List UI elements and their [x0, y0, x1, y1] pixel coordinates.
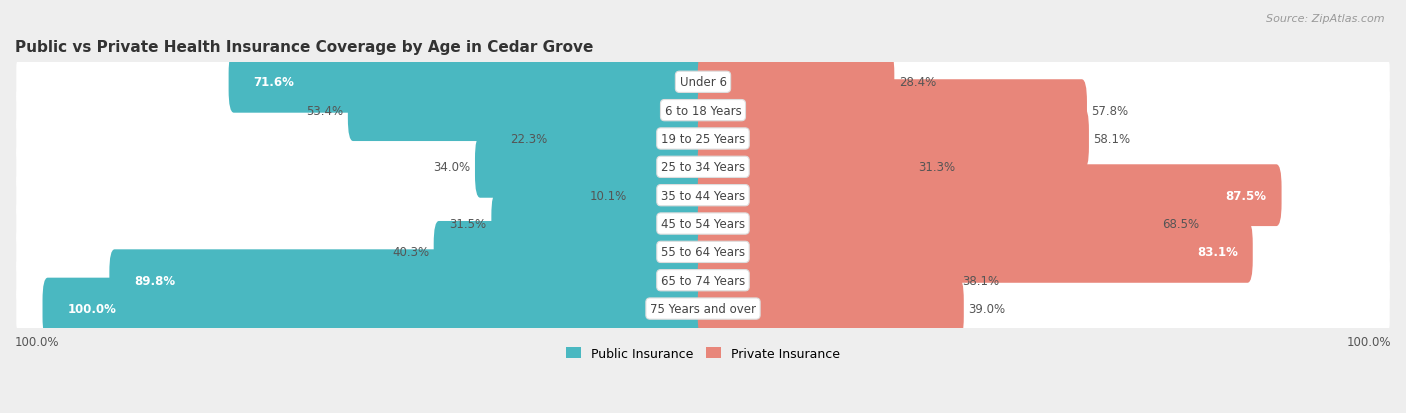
Text: 83.1%: 83.1% — [1197, 246, 1237, 259]
Text: 39.0%: 39.0% — [969, 302, 1005, 315]
Text: 100.0%: 100.0% — [15, 335, 59, 348]
Text: 25 to 34 Years: 25 to 34 Years — [661, 161, 745, 174]
FancyBboxPatch shape — [17, 287, 1389, 331]
FancyBboxPatch shape — [110, 250, 709, 311]
Text: 57.8%: 57.8% — [1091, 104, 1129, 117]
FancyBboxPatch shape — [631, 165, 709, 226]
Text: 34.0%: 34.0% — [433, 161, 471, 174]
FancyBboxPatch shape — [697, 52, 894, 114]
Text: Public vs Private Health Insurance Coverage by Age in Cedar Grove: Public vs Private Health Insurance Cover… — [15, 40, 593, 55]
Text: 55 to 64 Years: 55 to 64 Years — [661, 246, 745, 259]
FancyBboxPatch shape — [229, 52, 709, 114]
Text: Source: ZipAtlas.com: Source: ZipAtlas.com — [1267, 14, 1385, 24]
Text: 87.5%: 87.5% — [1226, 189, 1267, 202]
FancyBboxPatch shape — [17, 117, 1389, 161]
Text: 53.4%: 53.4% — [307, 104, 343, 117]
Text: 35 to 44 Years: 35 to 44 Years — [661, 189, 745, 202]
FancyBboxPatch shape — [433, 221, 709, 283]
FancyBboxPatch shape — [17, 259, 1389, 303]
Text: 58.1%: 58.1% — [1094, 133, 1130, 146]
Text: 65 to 74 Years: 65 to 74 Years — [661, 274, 745, 287]
FancyBboxPatch shape — [17, 89, 1389, 133]
FancyBboxPatch shape — [697, 193, 1157, 255]
Text: 89.8%: 89.8% — [134, 274, 176, 287]
Text: 6 to 18 Years: 6 to 18 Years — [665, 104, 741, 117]
FancyBboxPatch shape — [491, 193, 709, 255]
Legend: Public Insurance, Private Insurance: Public Insurance, Private Insurance — [561, 342, 845, 365]
FancyBboxPatch shape — [697, 165, 1282, 226]
FancyBboxPatch shape — [697, 108, 1088, 170]
Text: 68.5%: 68.5% — [1161, 218, 1199, 230]
Text: 31.3%: 31.3% — [918, 161, 955, 174]
FancyBboxPatch shape — [17, 61, 1389, 104]
FancyBboxPatch shape — [475, 137, 709, 198]
Text: 19 to 25 Years: 19 to 25 Years — [661, 133, 745, 146]
Text: 100.0%: 100.0% — [1347, 335, 1391, 348]
FancyBboxPatch shape — [697, 278, 963, 339]
FancyBboxPatch shape — [42, 278, 709, 339]
FancyBboxPatch shape — [697, 137, 914, 198]
FancyBboxPatch shape — [697, 250, 957, 311]
Text: 31.5%: 31.5% — [450, 218, 486, 230]
Text: 45 to 54 Years: 45 to 54 Years — [661, 218, 745, 230]
Text: 28.4%: 28.4% — [898, 76, 936, 89]
FancyBboxPatch shape — [17, 202, 1389, 246]
Text: 10.1%: 10.1% — [589, 189, 627, 202]
FancyBboxPatch shape — [551, 108, 709, 170]
Text: 22.3%: 22.3% — [510, 133, 547, 146]
Text: 38.1%: 38.1% — [963, 274, 1000, 287]
Text: Under 6: Under 6 — [679, 76, 727, 89]
FancyBboxPatch shape — [17, 145, 1389, 190]
Text: 40.3%: 40.3% — [392, 246, 429, 259]
Text: 75 Years and over: 75 Years and over — [650, 302, 756, 315]
FancyBboxPatch shape — [17, 173, 1389, 218]
Text: 100.0%: 100.0% — [67, 302, 117, 315]
FancyBboxPatch shape — [17, 230, 1389, 274]
Text: 71.6%: 71.6% — [253, 76, 294, 89]
FancyBboxPatch shape — [347, 80, 709, 142]
FancyBboxPatch shape — [697, 80, 1087, 142]
FancyBboxPatch shape — [697, 221, 1253, 283]
